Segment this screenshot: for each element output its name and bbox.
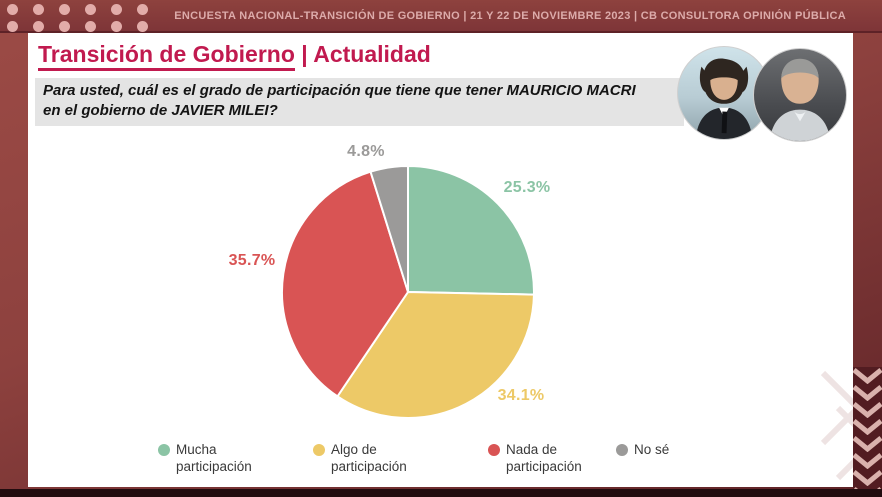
portrait-photo-macri: [753, 48, 847, 142]
legend-label: Nada de participación: [506, 442, 582, 474]
bottom-bar: [0, 489, 882, 497]
dots-decoration: [7, 4, 148, 32]
legend-dot: [488, 444, 500, 456]
person-silhouette-icon: [695, 58, 753, 139]
legend-item-mucha: Mucha participación: [158, 441, 252, 475]
slice-value-label: 4.8%: [347, 143, 385, 160]
survey-question: Para usted, cuál es el grado de particip…: [35, 78, 684, 126]
slice-value-label: 35.7%: [228, 252, 276, 269]
legend-item-algo: Algo de participación: [313, 441, 407, 475]
page-title-rest: | Actualidad: [294, 41, 431, 67]
legend-item-nose: No sé: [616, 441, 669, 458]
pie-chart-area: [279, 163, 537, 421]
legend-item-nada: Nada de participación: [488, 441, 582, 475]
page-title: Transición de Gobierno | Actualidad: [38, 41, 431, 71]
survey-header-text: ENCUESTA NACIONAL-TRANSICIÓN DE GOBIERNO…: [174, 10, 846, 22]
survey-question-line2: en el gobierno de JAVIER MILEI?: [43, 102, 278, 119]
legend-label: Algo de participación: [331, 442, 407, 474]
person-silhouette-icon: [769, 58, 831, 141]
legend-dot: [158, 444, 170, 456]
pie-slice-1: [336, 290, 535, 419]
pie-slice-0: [407, 164, 535, 296]
pie-slice-2: [281, 170, 410, 398]
zigzag-decoration-icon: [853, 367, 882, 489]
legend-dot: [616, 444, 628, 456]
slide-card: Transición de Gobierno | Actualidad Para…: [28, 33, 878, 487]
page-title-main: Transición de Gobierno: [38, 41, 295, 71]
legend-dot: [313, 444, 325, 456]
survey-question-line1: Para usted, cuál es el grado de particip…: [43, 82, 636, 99]
slice-value-label: 25.3%: [503, 179, 551, 196]
legend-label: No sé: [634, 442, 670, 457]
pie-slice-3: [369, 164, 409, 293]
legend-label: Mucha participación: [176, 442, 252, 474]
top-bar: ENCUESTA NACIONAL-TRANSICIÓN DE GOBIERNO…: [0, 0, 882, 33]
slice-value-label: 34.1%: [497, 387, 545, 404]
pie-chart: [281, 164, 535, 419]
